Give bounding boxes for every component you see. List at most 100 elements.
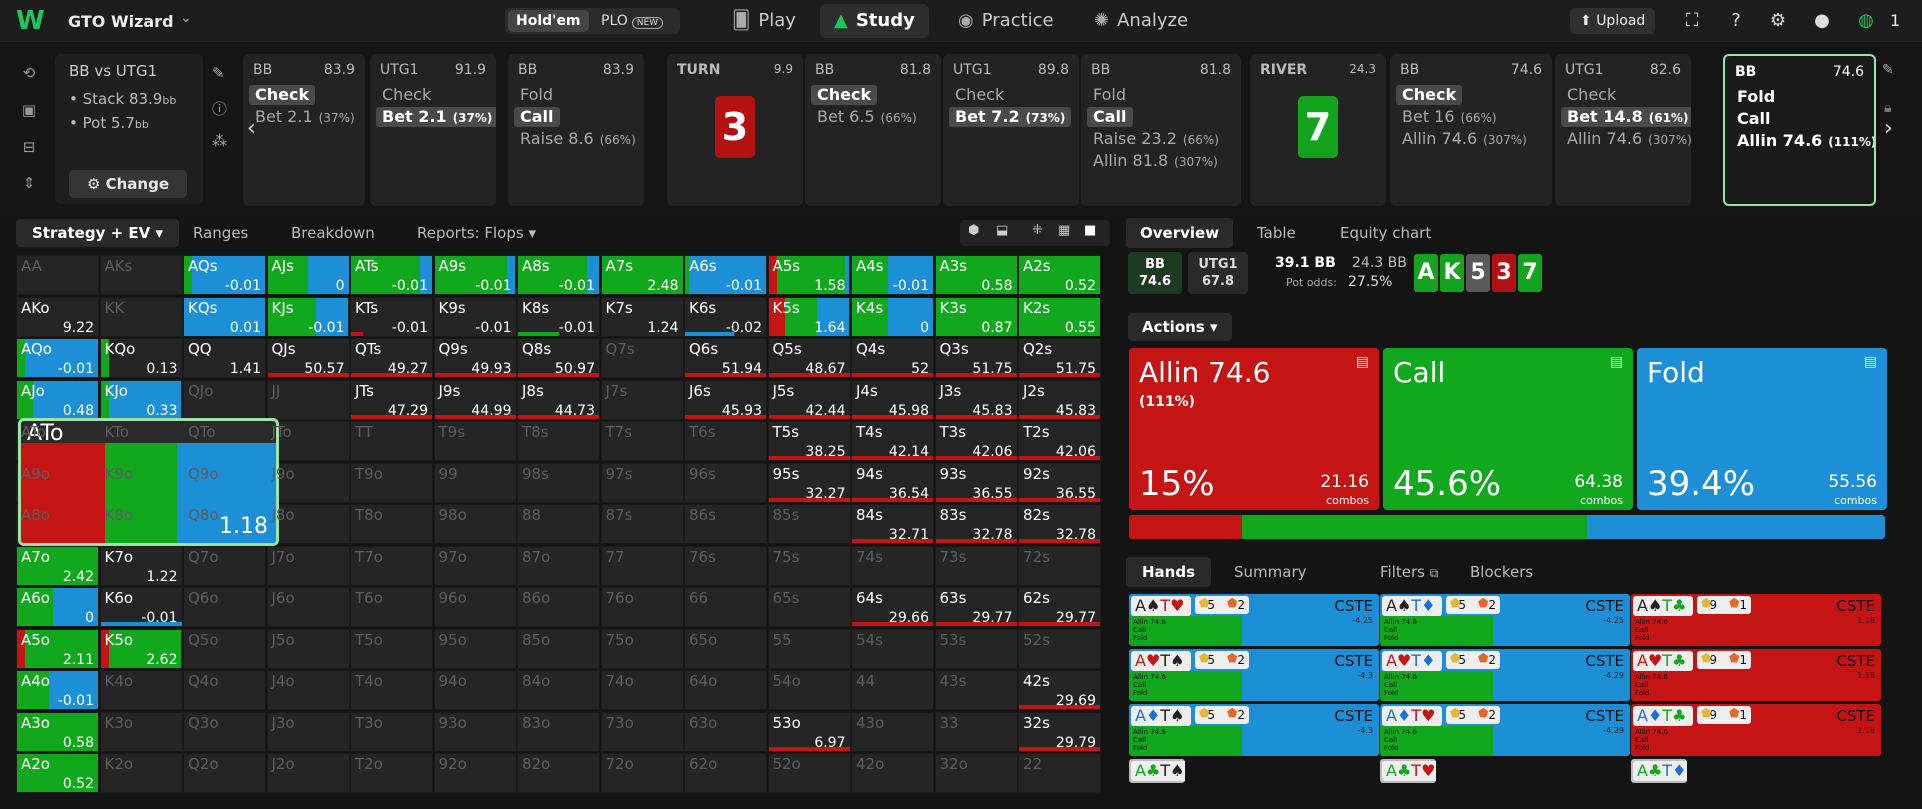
edit-pencil-icon[interactable]: ✎: [212, 64, 225, 82]
range-cell[interactable]: Q3o: [183, 711, 266, 752]
range-cell[interactable]: K2o: [99, 753, 183, 793]
range-cell[interactable]: KK: [99, 296, 183, 337]
range-cell[interactable]: 99: [433, 462, 517, 503]
hand-combo-card[interactable]: CSTE 1.18 9 1 ⬟ ⬟ Allin 74.6 Call Fold A♦T♣: [1631, 704, 1881, 756]
range-cell[interactable]: J2o: [266, 753, 350, 793]
compact-view-icon[interactable]: ⁜: [1032, 223, 1043, 238]
range-cell[interactable]: A4o -0.01: [16, 670, 99, 710]
range-cell[interactable]: 82o: [517, 753, 600, 793]
history-card[interactable]: BB 74.6 Check Bet 16 (66%) Allin 74.6 (307%): [1390, 54, 1552, 206]
range-cell[interactable]: 76o: [600, 587, 684, 627]
range-cell[interactable]: T5s 38.25: [767, 421, 851, 461]
range-cell[interactable]: 84s 32.71: [851, 504, 934, 544]
action-card[interactable]: Fold ▤ 39.4% 55.56 combos: [1637, 348, 1887, 510]
range-cell[interactable]: 52o: [767, 753, 851, 793]
reset-icon[interactable]: ⟲: [22, 64, 36, 82]
history-card[interactable]: TURN 9.9 3: [667, 54, 803, 206]
range-cell[interactable]: 42s 29.69: [1018, 670, 1101, 710]
action-option[interactable]: Check: [249, 85, 316, 105]
range-cell[interactable]: T3s 42.06: [934, 421, 1018, 461]
range-cell[interactable]: 54s: [851, 628, 934, 669]
range-cell[interactable]: AKs: [99, 255, 183, 295]
gto-wizard-logo-icon[interactable]: W: [16, 6, 45, 36]
range-cell[interactable]: 63s 29.77: [934, 587, 1018, 627]
range-cell[interactable]: J7s: [600, 379, 684, 420]
action-option[interactable]: Check: [811, 85, 878, 105]
notes-icon[interactable]: ▤: [1863, 354, 1877, 370]
range-cell[interactable]: 88: [517, 504, 600, 544]
range-cell[interactable]: 75s: [767, 545, 851, 586]
action-option[interactable]: Bet 2.1 (37%): [249, 107, 361, 127]
range-cell[interactable]: T2o: [350, 753, 433, 793]
notes-icon[interactable]: ▤: [1609, 354, 1623, 370]
range-cell[interactable]: JJ: [266, 379, 350, 420]
range-cell[interactable]: 93s 36.55: [934, 462, 1018, 503]
range-cell[interactable]: KQs 0.01: [183, 296, 266, 337]
range-cell[interactable]: 65s: [767, 587, 851, 627]
range-cell[interactable]: 93o: [433, 711, 517, 752]
range-cell[interactable]: K4s 0: [851, 296, 934, 337]
holdem-toggle[interactable]: Hold'em: [508, 10, 589, 32]
range-cell[interactable]: Q5o: [183, 628, 266, 669]
action-option[interactable]: Bet 2.1 (37%): [376, 107, 496, 127]
range-cell[interactable]: J2s 45.83: [1018, 379, 1101, 420]
action-option[interactable]: Allin 74.6 (307%): [1561, 129, 1691, 149]
range-cell[interactable]: 43s: [934, 670, 1018, 710]
range-cell[interactable]: 44: [851, 670, 934, 710]
range-cell[interactable]: A7o 2.42: [16, 545, 99, 586]
hand-zoom-card[interactable]: ATo 1.18: [18, 418, 279, 546]
hand-combo-card[interactable]: A♣T♠: [1129, 759, 1185, 783]
range-cell[interactable]: 55: [767, 628, 851, 669]
lock-icon[interactable]: 🔒︎: [1884, 100, 1892, 116]
range-cell[interactable]: A7s 2.48: [600, 255, 684, 295]
range-cell[interactable]: 62s 29.77: [1018, 587, 1101, 627]
range-cell[interactable]: 32s 29.79: [1018, 711, 1101, 752]
hand-combo-card[interactable]: CSTE 1.18 9 1 ⬟ ⬟ Allin 74.6 Call Fold A♠T♣: [1631, 594, 1881, 646]
range-cell[interactable]: AKo 9.22: [16, 296, 99, 337]
grid-view-icon[interactable]: ▦: [1058, 223, 1071, 238]
tab-blockers[interactable]: Blockers: [1470, 563, 1534, 581]
tab-equity-chart[interactable]: Equity chart: [1340, 224, 1432, 242]
app-brand[interactable]: GTO Wizard: [68, 12, 174, 31]
nav-play[interactable]: 🂠 Play: [718, 4, 810, 38]
hand-combo-card[interactable]: CSTE -4.29 5 2 ⬟ ⬟ Allin 74.6 Call Fold A♥T♦: [1380, 649, 1630, 701]
range-cell[interactable]: 85o: [517, 628, 600, 669]
range-cell[interactable]: A9s -0.01: [433, 255, 517, 295]
range-cell[interactable]: 75o: [600, 628, 684, 669]
chevron-down-icon[interactable]: ⌄: [180, 10, 192, 26]
range-cell[interactable]: Q3s 51.75: [934, 338, 1018, 378]
range-cell[interactable]: QJo: [183, 379, 266, 420]
range-cell[interactable]: T7o: [350, 545, 433, 586]
info-icon[interactable]: ⓘ: [212, 100, 228, 118]
cube-view-icon[interactable]: ⬢: [968, 223, 980, 238]
range-cell[interactable]: Q5s 48.67: [767, 338, 851, 378]
range-cell[interactable]: 64s 29.66: [851, 587, 934, 627]
scan-icon[interactable]: ⛶: [1685, 10, 1699, 31]
action-card[interactable]: Allin 74.6 (111%) ▤ 15% 21.16 combos: [1129, 348, 1379, 510]
range-cell[interactable]: A2s 0.52: [1018, 255, 1101, 295]
range-cell[interactable]: AA: [16, 255, 99, 295]
range-cell[interactable]: 64o: [684, 670, 767, 710]
history-card[interactable]: UTG1 91.9 Check Bet 2.1 (37%): [370, 54, 496, 206]
range-cell[interactable]: 54o: [767, 670, 851, 710]
range-cell[interactable]: T8s: [517, 421, 600, 461]
range-cell[interactable]: 96s: [684, 462, 767, 503]
hand-combo-card[interactable]: A♣T♥: [1380, 759, 1436, 783]
range-cell[interactable]: 96o: [433, 587, 517, 627]
range-cell[interactable]: K7o 1.22: [99, 545, 183, 586]
range-cell[interactable]: 97s: [600, 462, 684, 503]
range-cell[interactable]: J8s 44.73: [517, 379, 600, 420]
range-cell[interactable]: J5s 42.44: [767, 379, 851, 420]
help-icon[interactable]: ?: [1731, 10, 1741, 31]
range-cell[interactable]: 76s: [684, 545, 767, 586]
range-cell[interactable]: QTs 49.27: [350, 338, 433, 378]
range-cell[interactable]: 77: [600, 545, 684, 586]
range-cell[interactable]: J7o: [266, 545, 350, 586]
range-cell[interactable]: T5o: [350, 628, 433, 669]
range-cell[interactable]: JTs 47.29: [350, 379, 433, 420]
range-cell[interactable]: 84o: [517, 670, 600, 710]
range-cell[interactable]: 33: [934, 711, 1018, 752]
range-cell[interactable]: AQo -0.01: [16, 338, 99, 378]
range-cell[interactable]: 74o: [600, 670, 684, 710]
range-cell[interactable]: J6o: [266, 587, 350, 627]
